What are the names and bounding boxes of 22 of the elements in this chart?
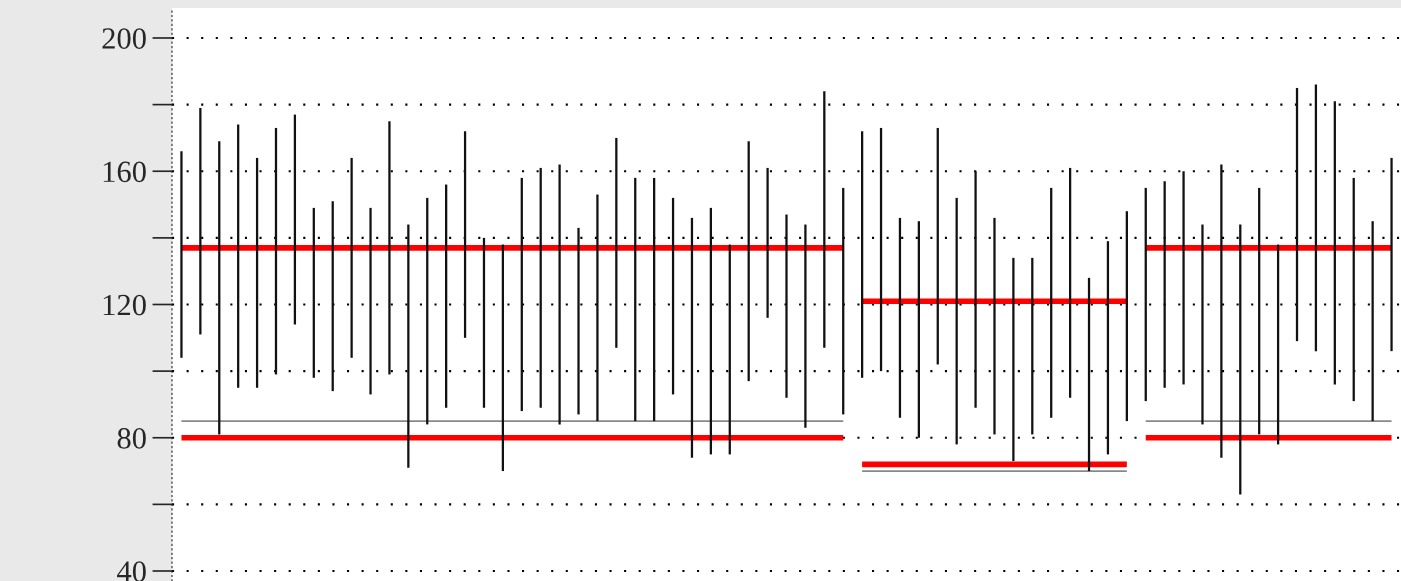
bar [1220,164,1223,458]
bar [804,224,807,428]
y-tick-label: 80 [117,428,146,449]
bar [974,171,977,408]
bar [596,194,599,422]
bar [785,214,788,398]
bar [1390,157,1393,352]
y-tick-label: 200 [102,28,146,49]
bar [1012,257,1015,462]
bar [993,217,996,435]
bar [1182,171,1185,385]
bar [350,157,353,358]
bar [766,167,769,318]
bar [1201,224,1204,425]
bar [388,121,391,375]
bar [577,227,580,415]
bar [558,164,561,425]
bar [180,151,183,358]
y-tick-label: 160 [103,161,146,183]
y-tick-label: 120 [103,294,146,316]
bar [369,207,372,395]
y-tick-label: 40 [117,561,146,581]
